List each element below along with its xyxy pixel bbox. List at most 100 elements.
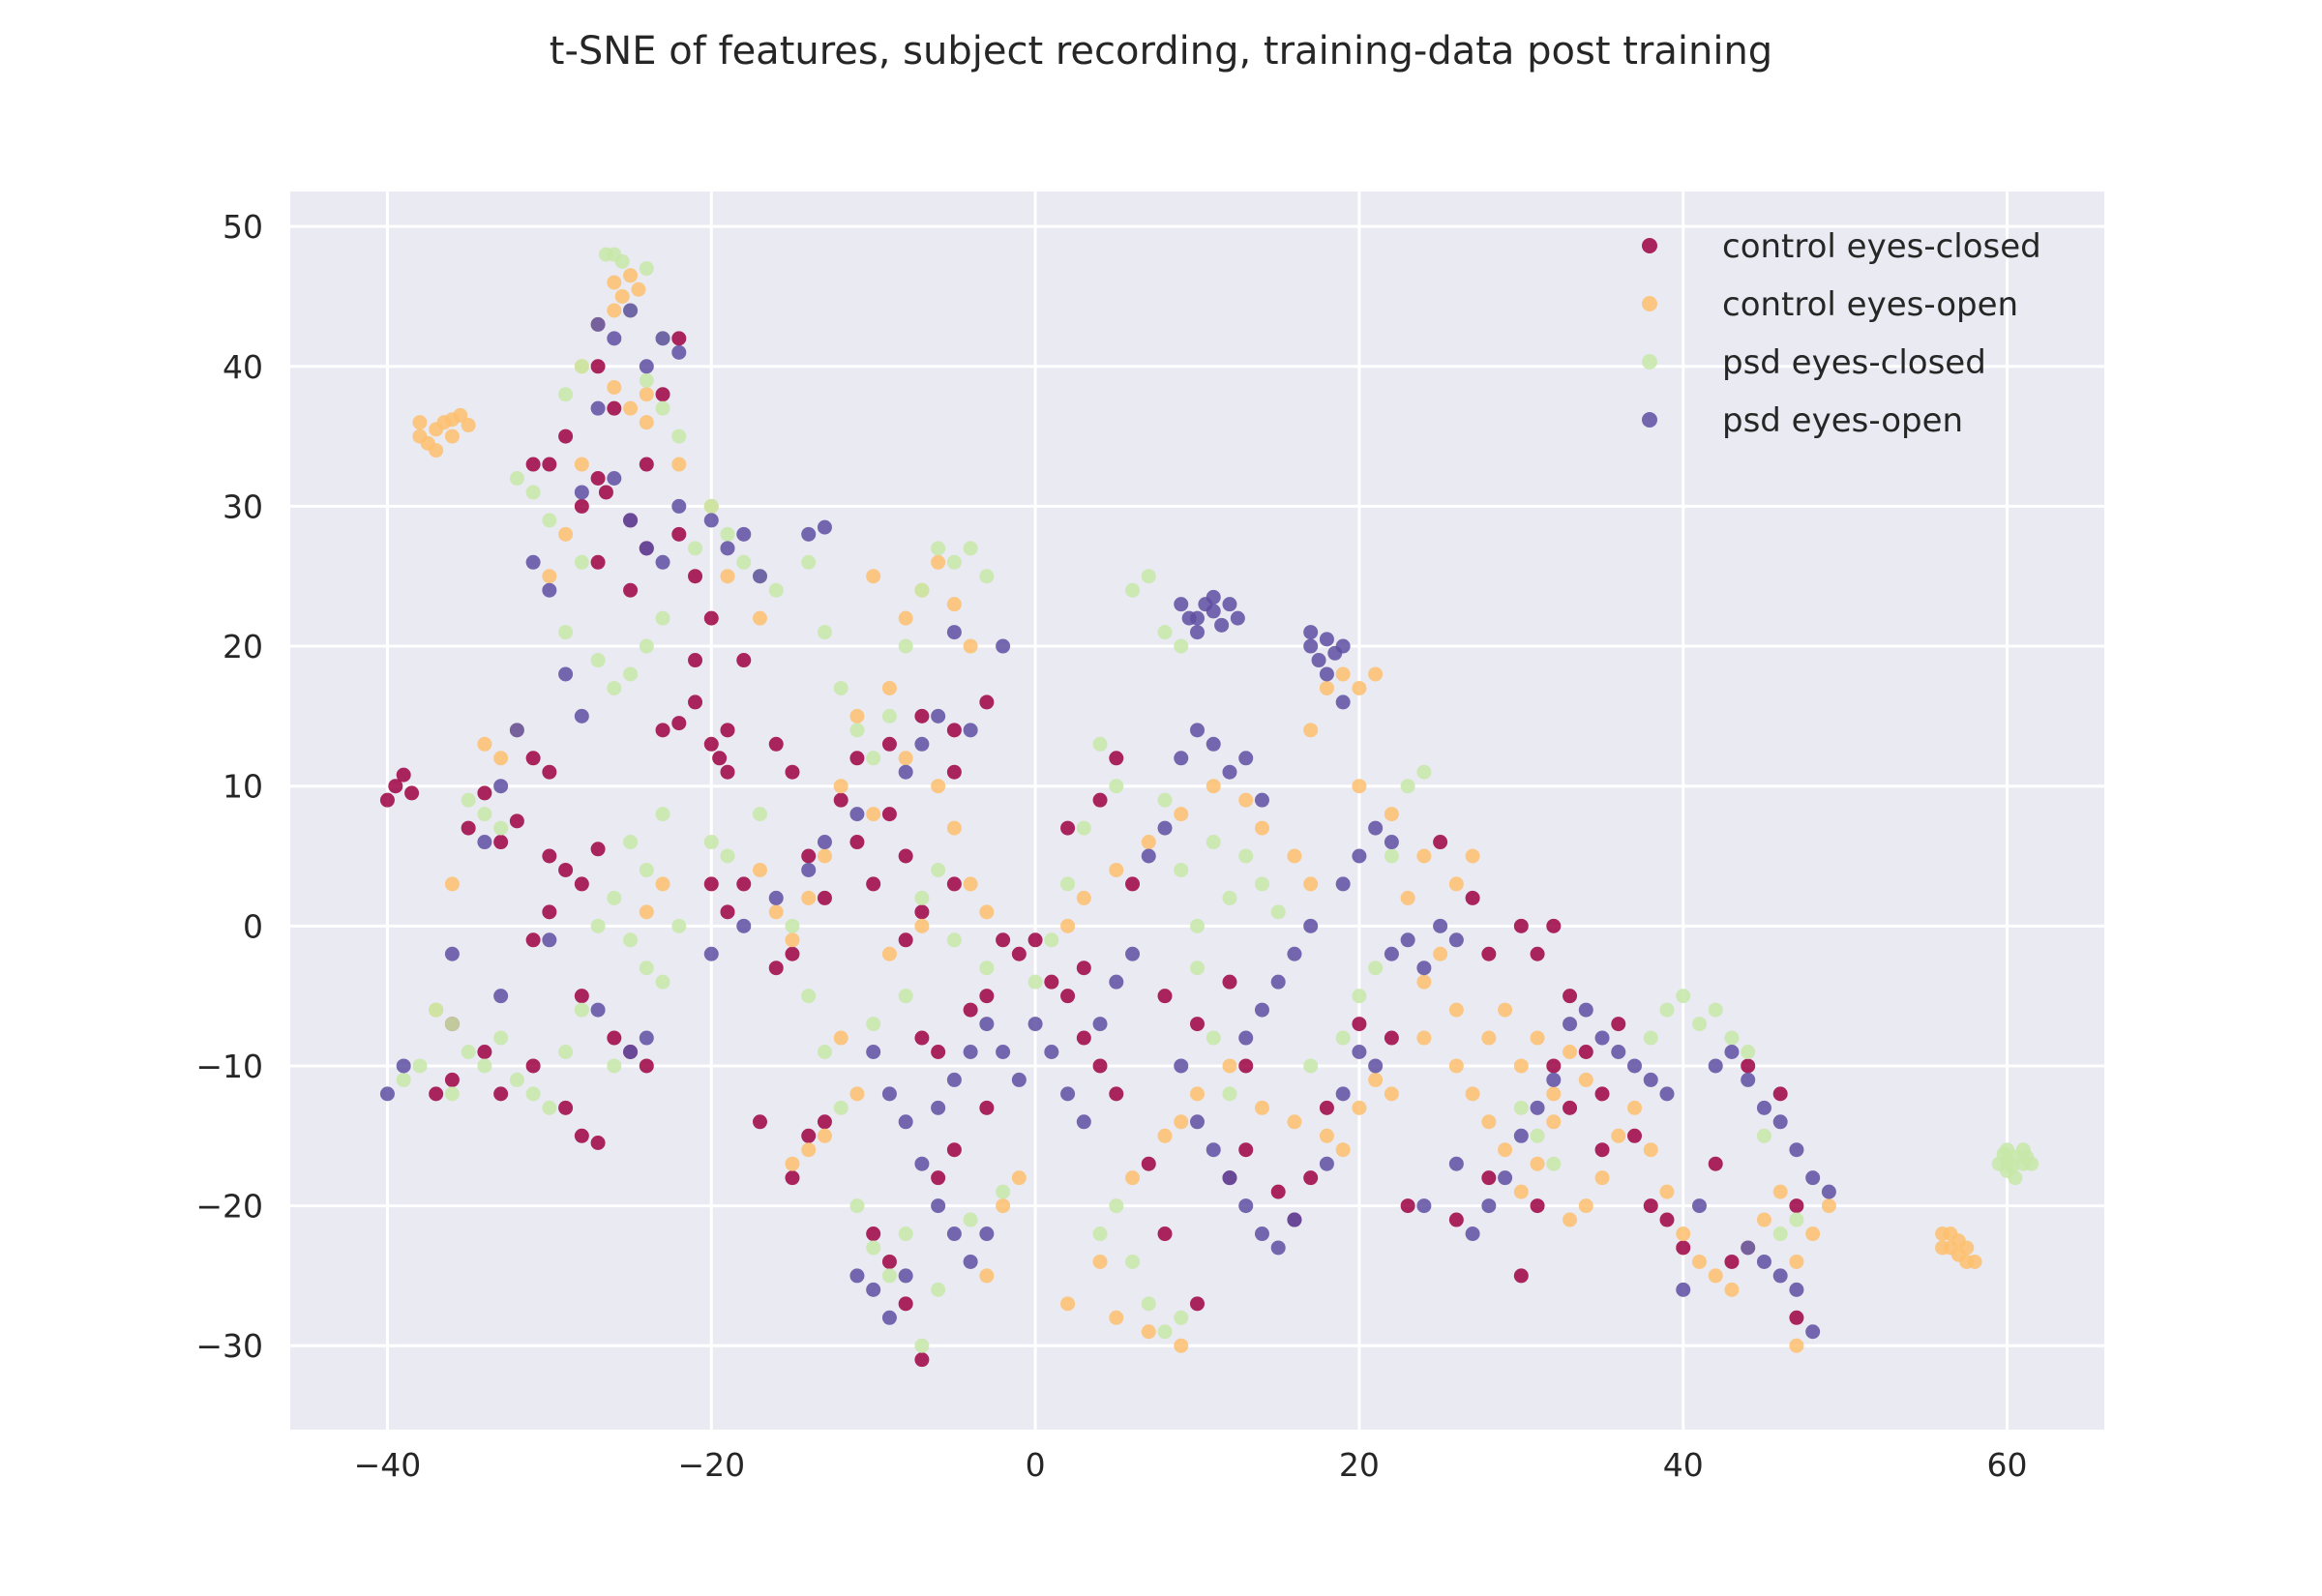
- data-point: [1498, 1002, 1513, 1018]
- data-point: [444, 876, 460, 892]
- legend-marker: [1642, 354, 1657, 369]
- data-point: [1643, 1142, 1658, 1158]
- data-point: [1611, 1017, 1626, 1032]
- data-point: [817, 1044, 832, 1059]
- data-point: [914, 1338, 930, 1353]
- data-point: [963, 1002, 978, 1018]
- data-point: [671, 429, 687, 444]
- data-point: [1676, 1227, 1691, 1242]
- data-point: [574, 498, 589, 514]
- data-point: [1741, 1072, 1756, 1087]
- data-point: [1060, 1296, 1076, 1312]
- data-point: [671, 331, 687, 346]
- data-point: [1335, 695, 1351, 710]
- data-point: [881, 680, 897, 695]
- data-point: [639, 261, 654, 277]
- data-point: [1270, 904, 1286, 920]
- data-point: [1789, 1310, 1804, 1325]
- data-point: [623, 400, 639, 416]
- data-point: [1546, 918, 1562, 933]
- data-point: [931, 554, 946, 570]
- data-point: [607, 1030, 622, 1046]
- data-point: [542, 457, 557, 472]
- data-point: [1319, 632, 1334, 647]
- data-point: [979, 904, 995, 920]
- data-point: [979, 1227, 995, 1242]
- data-point: [1092, 792, 1108, 808]
- data-point: [1190, 1114, 1205, 1130]
- data-point: [866, 1227, 881, 1242]
- data-point: [1530, 1156, 1545, 1171]
- data-point: [1594, 1030, 1610, 1046]
- data-point: [1303, 723, 1319, 738]
- data-point: [429, 1002, 444, 1018]
- data-point: [1044, 932, 1059, 948]
- data-point: [931, 1100, 946, 1115]
- x-tick-label: −20: [677, 1446, 745, 1484]
- data-point: [1109, 974, 1124, 990]
- data-point: [849, 1086, 865, 1102]
- data-point: [1222, 1170, 1237, 1186]
- data-point: [1563, 1212, 1578, 1227]
- data-point: [412, 1058, 428, 1074]
- data-point: [1433, 946, 1448, 961]
- data-point: [849, 708, 865, 724]
- data-point: [639, 961, 654, 976]
- data-point: [461, 1044, 476, 1059]
- data-point: [1174, 1310, 1189, 1325]
- data-point: [1578, 1002, 1593, 1018]
- data-point: [736, 653, 752, 668]
- data-point: [1319, 666, 1334, 682]
- data-point: [931, 1198, 946, 1214]
- data-point: [558, 666, 574, 682]
- data-point: [1352, 779, 1367, 794]
- data-point: [1157, 792, 1173, 808]
- data-point: [1109, 1086, 1124, 1102]
- data-point: [558, 1044, 574, 1059]
- data-point: [752, 807, 767, 822]
- data-point: [542, 513, 557, 528]
- data-point: [1530, 1100, 1545, 1115]
- data-point: [1335, 876, 1351, 892]
- data-point: [1481, 1030, 1497, 1046]
- data-point: [688, 653, 703, 668]
- data-point: [1174, 807, 1189, 822]
- data-point: [1190, 1017, 1205, 1032]
- data-point: [623, 932, 639, 948]
- data-point: [493, 779, 509, 794]
- data-point: [866, 569, 881, 584]
- data-point: [1789, 1282, 1804, 1297]
- data-point: [477, 807, 492, 822]
- data-point: [1238, 1142, 1254, 1158]
- data-point: [1303, 1058, 1319, 1074]
- data-point: [1659, 1184, 1675, 1199]
- data-point: [590, 359, 606, 374]
- data-point: [1659, 1212, 1675, 1227]
- data-point: [1230, 610, 1245, 626]
- data-point: [736, 554, 752, 570]
- data-point: [1546, 1058, 1562, 1074]
- data-point: [1076, 820, 1091, 836]
- data-point: [1141, 835, 1156, 850]
- data-point: [1643, 1072, 1658, 1087]
- data-point: [1400, 932, 1415, 948]
- data-point: [1287, 1212, 1302, 1227]
- data-point: [688, 695, 703, 710]
- data-point: [768, 890, 784, 905]
- data-point: [1352, 1100, 1367, 1115]
- data-point: [1254, 792, 1269, 808]
- data-point: [1238, 1058, 1254, 1074]
- data-point: [477, 1044, 492, 1059]
- data-point: [1027, 974, 1043, 990]
- data-point: [1594, 1142, 1610, 1158]
- data-point: [590, 918, 606, 933]
- data-point: [1578, 1044, 1593, 1059]
- data-point: [1513, 918, 1529, 933]
- data-point: [1772, 1184, 1788, 1199]
- data-point: [1109, 862, 1124, 877]
- data-point: [801, 526, 817, 542]
- data-point: [558, 862, 574, 877]
- data-point: [1254, 820, 1269, 836]
- data-point: [493, 820, 509, 836]
- data-point: [493, 751, 509, 766]
